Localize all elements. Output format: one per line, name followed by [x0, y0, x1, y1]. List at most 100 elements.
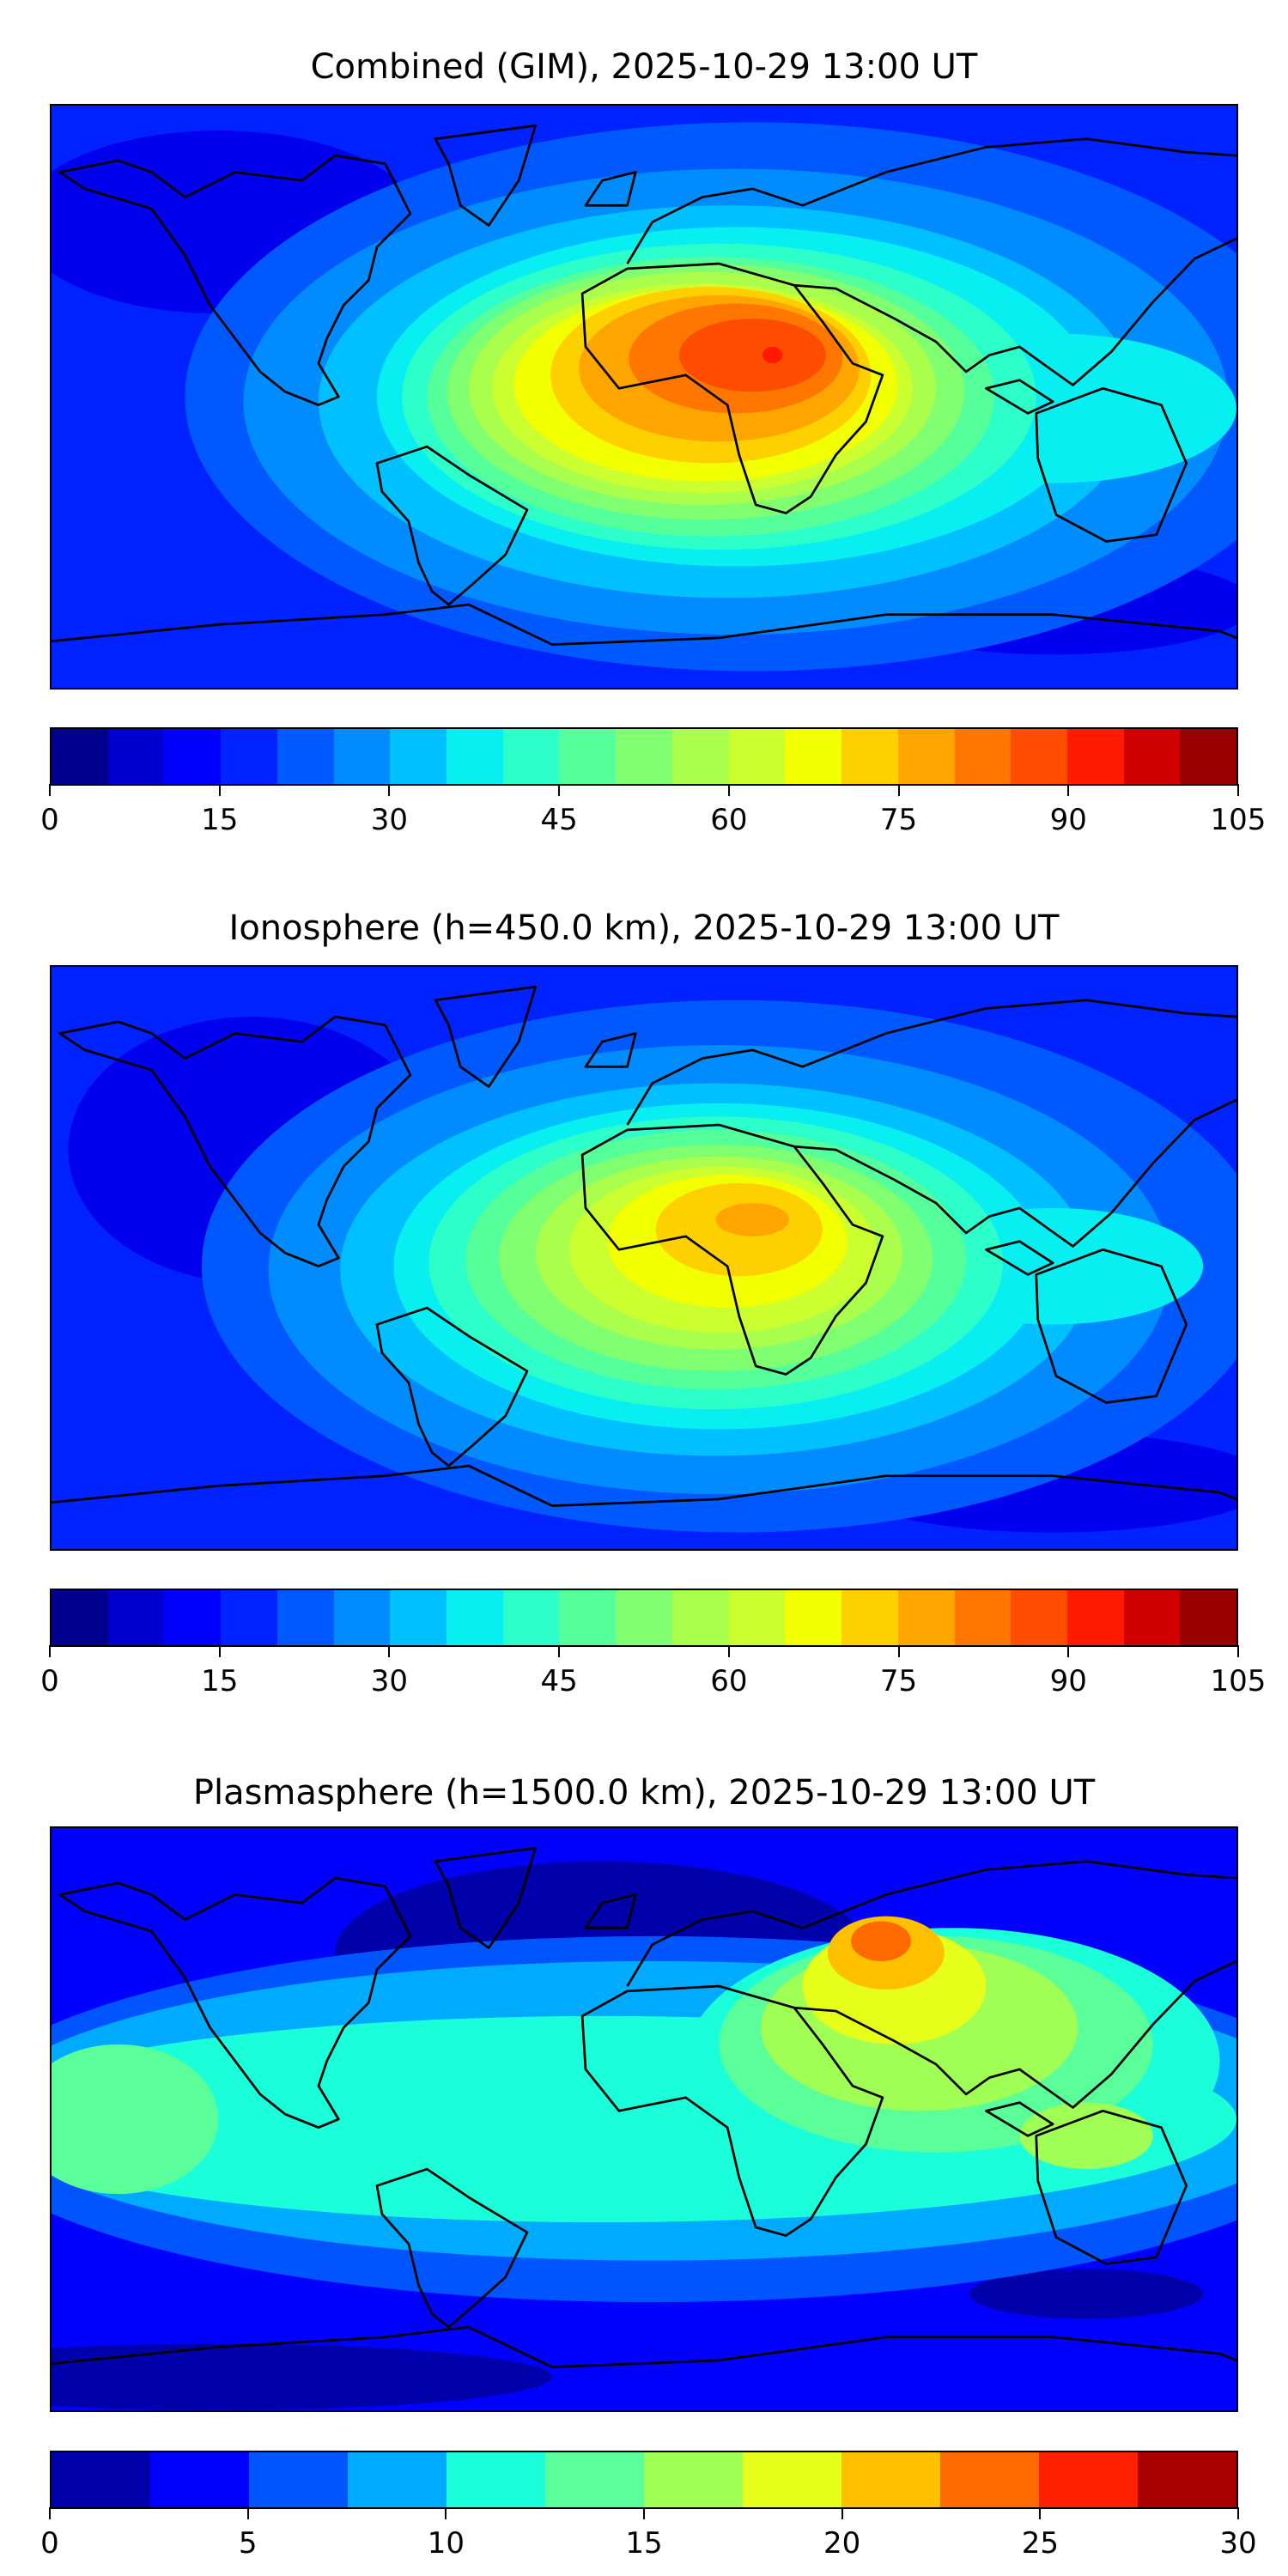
contour-level: [969, 2269, 1204, 2319]
tick-label: 45: [540, 1664, 578, 1698]
colorbar-segment: [1123, 1590, 1181, 1645]
colorbar-segment: [616, 1590, 672, 1645]
tick-label: 30: [1219, 2526, 1257, 2561]
colorbar-segment: [954, 1590, 1012, 1645]
colorbar-segment: [671, 1590, 729, 1645]
coastline: [375, 2167, 529, 2329]
contour-level: [52, 2044, 219, 2195]
colorbar: [50, 727, 1238, 786]
tick-label: 60: [710, 1664, 748, 1698]
colorbar: [50, 2451, 1238, 2509]
coastline: [434, 124, 538, 227]
colorbar-ticks: 0 15 30 45 60 75 90 105: [40, 784, 1266, 844]
tick-label: 0: [40, 803, 59, 837]
colorbar-segment: [276, 729, 334, 784]
colorbar-segment: [785, 729, 842, 784]
coastline: [58, 1015, 412, 1268]
colorbar-segment: [1123, 729, 1181, 784]
colorbar-segment: [107, 729, 165, 784]
colorbar-segment: [954, 729, 1012, 784]
colorbar-segment: [785, 1590, 842, 1645]
plot-title: Combined (GIM), 2025-10-29 13:00 UT: [310, 47, 978, 87]
coastline: [626, 137, 1236, 386]
map-ionosphere: [50, 965, 1238, 1551]
plot-title: Plasmasphere (h=1500.0 km), 2025-10-29 1…: [192, 1773, 1096, 1813]
coastline: [1035, 2109, 1188, 2265]
colorbar-segment: [333, 1590, 391, 1645]
coastline: [626, 1860, 1236, 2109]
colorbar-segment: [644, 2452, 743, 2507]
coastline: [580, 262, 884, 514]
contour-level: [715, 1203, 790, 1236]
colorbar-segment: [728, 1590, 786, 1645]
colorbar-segment: [221, 729, 277, 784]
tick-label: 30: [370, 1664, 409, 1698]
coastline: [52, 1464, 1236, 1507]
coastline: [584, 1893, 637, 1929]
tick-label: 105: [1210, 803, 1267, 837]
tick-label: 0: [40, 1664, 59, 1698]
colorbar-segment: [841, 729, 898, 784]
coastline: [434, 985, 538, 1088]
tick-label: 45: [540, 803, 578, 837]
colorbar-segment: [897, 729, 955, 784]
colorbar-segment: [940, 2452, 1039, 2507]
colorbar-ticks: 0 5 10 15 20 25 30: [40, 2507, 1257, 2567]
coastline: [58, 1876, 412, 2129]
colorbar-segment: [276, 1590, 334, 1645]
colorbar-segment: [333, 729, 391, 784]
colorbar-ticks: 0 15 30 45 60 75 90 105: [40, 1645, 1266, 1705]
tick-label: 15: [201, 803, 239, 837]
colorbar-segment: [841, 1590, 898, 1645]
contour-level: [851, 1921, 911, 1961]
tick-label: 75: [879, 803, 918, 837]
contour-level: [52, 2343, 552, 2410]
tick-label: 90: [1049, 1664, 1087, 1698]
coastline: [626, 999, 1236, 1248]
plot-title: Ionosphere (h=450.0 km), 2025-10-29 13:0…: [228, 908, 1060, 948]
coastline: [580, 1123, 884, 1376]
colorbar-segment: [1039, 2452, 1138, 2507]
map-combined: [50, 104, 1238, 690]
colorbar-segment: [52, 729, 108, 784]
colorbar-segment: [1011, 729, 1067, 784]
coastline: [584, 1032, 637, 1068]
colorbar-segment: [743, 2452, 841, 2507]
tick-label: 60: [710, 803, 748, 837]
colorbar-segment: [616, 729, 672, 784]
colorbar: [50, 1589, 1238, 1647]
colorbar-segment: [502, 729, 560, 784]
colorbar-segment: [447, 1590, 503, 1645]
coastline: [1035, 386, 1188, 543]
tick-label: 105: [1210, 1664, 1267, 1698]
colorbar-segment: [52, 1590, 108, 1645]
colorbar-segment: [52, 2452, 150, 2507]
contour-map: [52, 106, 1236, 688]
coastline: [375, 1306, 529, 1467]
map-plasmasphere: [50, 1826, 1238, 2412]
coastline: [1035, 1248, 1188, 1404]
colorbar-segment: [1138, 2452, 1236, 2507]
tick-label: 75: [879, 1664, 918, 1698]
coastline: [375, 445, 529, 606]
tick-label: 0: [40, 2526, 59, 2561]
coastline: [52, 2325, 1236, 2368]
tick-label: 20: [823, 2526, 861, 2561]
coastline: [985, 2101, 1054, 2137]
colorbar-segment: [1066, 1590, 1124, 1645]
contour-map: [52, 1828, 1236, 2410]
coastline: [52, 603, 1236, 646]
colorbar-segment: [447, 729, 503, 784]
tick-label: 90: [1049, 803, 1087, 837]
contour-level: [678, 318, 826, 392]
colorbar-segment: [164, 1590, 222, 1645]
colorbar-segment: [897, 1590, 955, 1645]
tick-label: 15: [201, 1664, 239, 1698]
colorbar-segment: [559, 729, 617, 784]
colorbar-segment: [728, 729, 786, 784]
colorbar-segment: [671, 729, 729, 784]
tick-label: 5: [238, 2526, 258, 2561]
coastline: [434, 1846, 538, 1949]
colorbar-segment: [390, 1590, 447, 1645]
colorbar-segment: [1011, 1590, 1067, 1645]
